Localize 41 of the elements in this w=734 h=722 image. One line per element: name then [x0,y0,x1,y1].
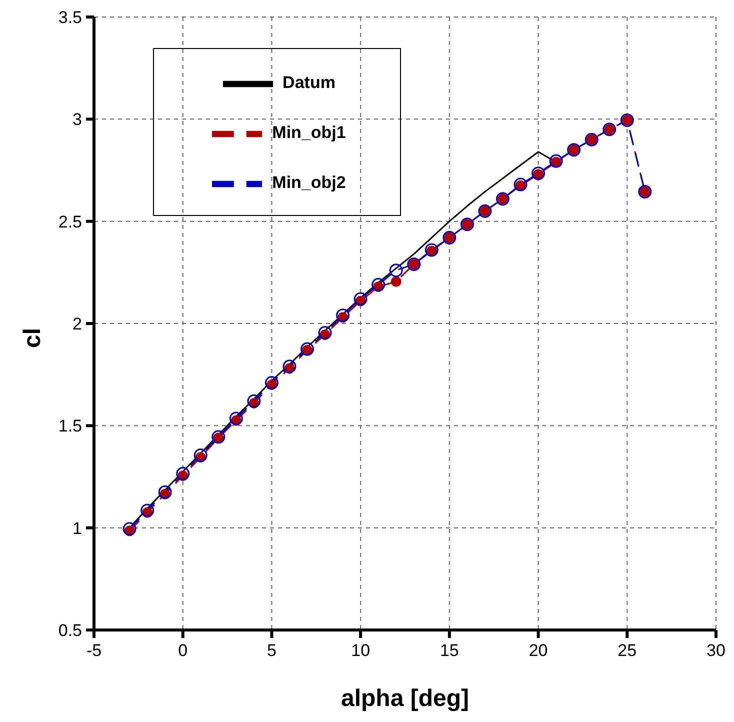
y-tick-label: 2 [72,314,82,334]
x-tick-label: 20 [528,641,548,660]
point [122,522,136,536]
legend-label: Datum [282,73,336,92]
point [158,485,172,499]
point [229,412,243,426]
point [176,466,190,480]
y-tick-label: 3.5 [58,8,82,28]
point [282,360,296,374]
x-tick-label: 5 [266,641,276,660]
y-tick-label: 2.5 [58,212,82,232]
point [424,243,438,257]
y-tick-label: 0.5 [58,621,82,640]
x-tick-label: 30 [706,641,726,660]
point [140,504,154,518]
point [390,276,402,287]
point [318,326,332,340]
point [264,376,278,390]
x-tick-label: 15 [440,641,459,660]
x-tick-label: 25 [618,641,637,660]
legend-label: Min_obj2 [272,173,346,192]
point [354,292,368,306]
point [389,264,403,278]
point [247,394,261,408]
x-tick-label: 10 [351,641,370,660]
y-tick-label: 3 [72,110,82,130]
x-axis-title: alpha [deg] [340,685,470,712]
point [300,342,314,356]
x-tick-label: -5 [86,641,102,660]
point [372,278,386,292]
point [549,154,563,168]
point [514,178,528,192]
y-tick-label: 1.5 [58,416,82,436]
point [212,430,226,444]
point [532,166,546,180]
legend-label: Min_obj1 [272,123,346,142]
y-tick-label: 1 [72,518,82,538]
point [194,448,208,462]
x-tick-label: 0 [178,641,188,660]
point [336,308,350,322]
y-axis-title: cl [18,328,47,348]
